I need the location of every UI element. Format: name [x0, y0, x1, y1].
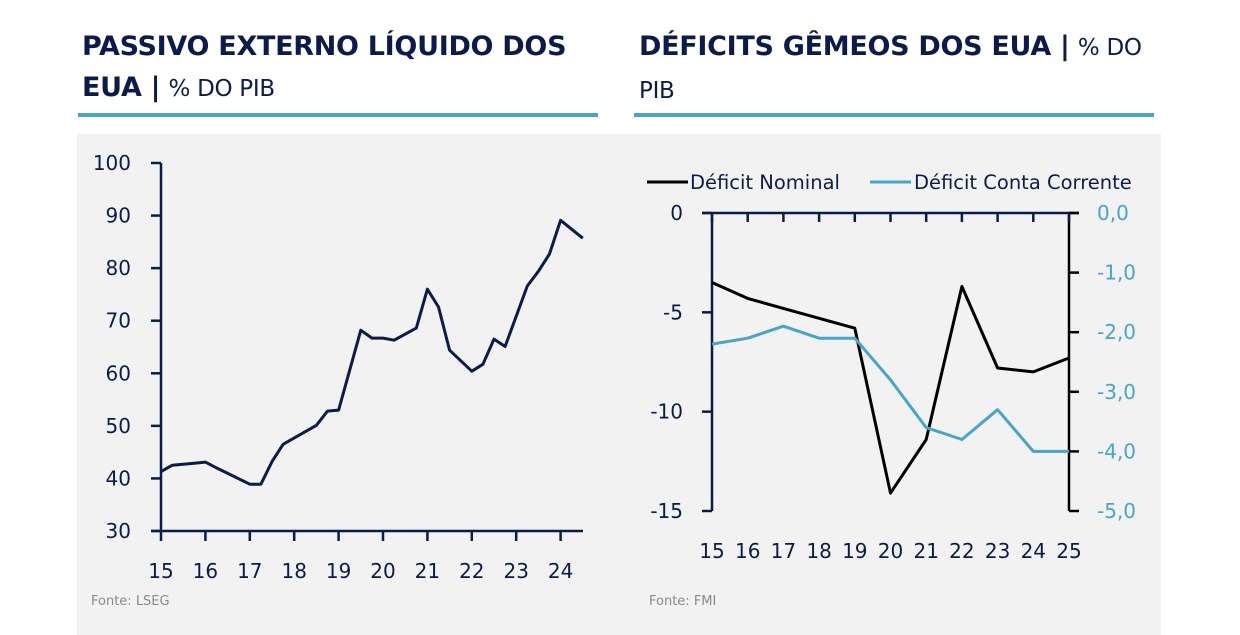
- left-chart-title-bold: PASSIVO EXTERNO LÍQUIDO DOS EUA |: [82, 31, 567, 103]
- left-chart: 30 40 50 60 70 80 90 100 15 16 17 18 19 20 21 22 23 24: [93, 151, 584, 583]
- right-x-tick-label: 17: [771, 539, 796, 563]
- legend-label-deficit-conta-corrente: Déficit Conta Corrente: [914, 171, 1132, 194]
- right-x-tick-label: 16: [735, 539, 760, 563]
- left-y-tick-label: 40: [106, 466, 131, 490]
- left-x-tick-label: 15: [148, 559, 173, 583]
- left-chart-source: Fonte: LSEG: [91, 594, 170, 609]
- right-x-tick-label: 21: [913, 539, 938, 563]
- left-series-line: [160, 218, 584, 486]
- left-x-tick-label: 22: [459, 559, 484, 583]
- right-chart-title-unit: % DO PIB: [639, 35, 1142, 104]
- left-y-tick-label: 80: [106, 256, 131, 280]
- right-x-tick-label: 22: [949, 539, 974, 563]
- left-x-tick-label: 23: [503, 559, 528, 583]
- left-x-tick-label: 24: [548, 559, 573, 583]
- left-y-tick-label: 60: [106, 361, 131, 385]
- right-chart-title-bold: DÉFICITS GÊMEOS DOS EUA |: [639, 31, 1070, 62]
- left-y-tick-label: 50: [106, 414, 131, 438]
- left-x-tick-label: 20: [370, 559, 395, 583]
- left-x-tick-label: 21: [415, 559, 440, 583]
- series-line-deficit-nominal: [711, 281, 1070, 495]
- left-x-tick-label: 16: [193, 559, 218, 583]
- left-y-tick-label: 90: [106, 204, 131, 228]
- series-line-deficit-conta-corrente: [711, 324, 1069, 453]
- left-y-tick-label: 70: [106, 309, 131, 333]
- left-x-tick-label: 18: [281, 559, 306, 583]
- right-x-tick-label: 15: [699, 539, 724, 563]
- right-chart-right-y-tick-label: -3,0: [1097, 380, 1136, 404]
- left-x-tick-label: 17: [237, 559, 262, 583]
- right-chart-right-y-tick-label: -5,0: [1097, 499, 1136, 523]
- right-chart-title: DÉFICITS GÊMEOS DOS EUA | % DO PIB: [639, 26, 1159, 112]
- right-x-tick-label: 18: [806, 539, 831, 563]
- right-chart-left-y-tick-label: 0: [670, 201, 683, 225]
- right-x-tick-label: 25: [1056, 539, 1081, 563]
- right-chart-right-y-tick-label: 0,0: [1097, 201, 1129, 225]
- legend-label-deficit-nominal: Déficit Nominal: [690, 171, 840, 194]
- right-chart-left-y-tick-label: -10: [650, 400, 683, 424]
- left-y-tick-label: 30: [106, 519, 131, 543]
- right-chart: Déficit Nominal Déficit Conta Corrente 15 1…: [647, 171, 1136, 563]
- left-y-tick-label: 100: [93, 151, 131, 175]
- left-chart-title: PASSIVO EXTERNO LÍQUIDO DOS EUA | % DO P…: [82, 26, 602, 110]
- left-x-tick-label: 19: [326, 559, 351, 583]
- right-title-rule: [634, 113, 1154, 117]
- right-chart-left-y-tick-label: -5: [663, 300, 683, 324]
- right-x-tick-label: 20: [878, 539, 903, 563]
- right-x-tick-label: 19: [842, 539, 867, 563]
- left-chart-title-unit: % DO PIB: [168, 76, 276, 102]
- left-title-rule: [78, 113, 598, 117]
- right-chart-right-y-tick-label: -1,0: [1097, 261, 1136, 285]
- right-chart-right-y-tick-label: -2,0: [1097, 320, 1136, 344]
- right-chart-right-y-tick-label: -4,0: [1097, 439, 1136, 463]
- right-x-tick-label: 23: [985, 539, 1010, 563]
- chart-panel-background: [77, 134, 1161, 635]
- right-chart-left-y-tick-label: -15: [650, 499, 683, 523]
- right-x-tick-label: 24: [1021, 539, 1046, 563]
- right-chart-source: Fonte: FMI: [649, 594, 716, 609]
